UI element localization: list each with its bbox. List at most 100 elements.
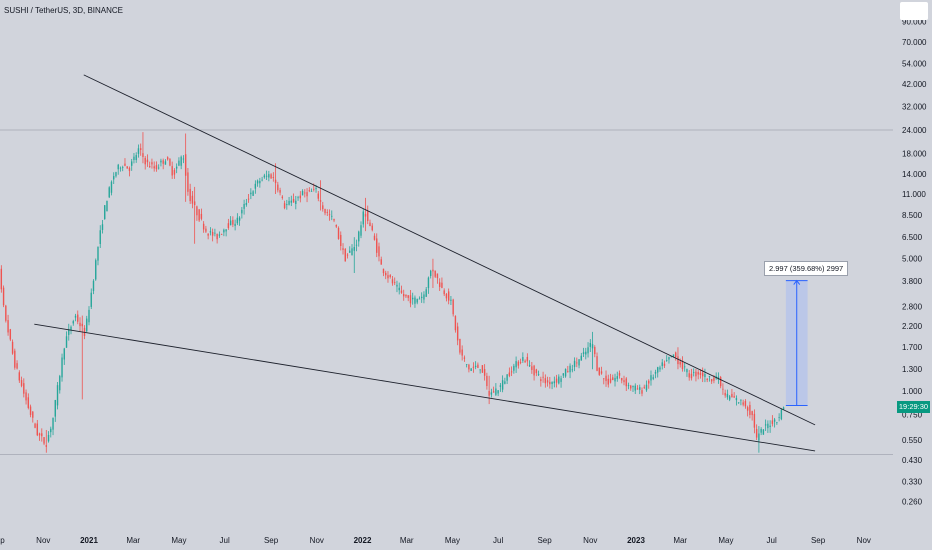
candle-body (360, 225, 362, 236)
candle-body (483, 369, 486, 376)
candle-down (367, 205, 369, 225)
candle-body (110, 181, 113, 193)
candle-body (607, 378, 609, 385)
candle-down (771, 415, 774, 427)
candle-body (5, 305, 7, 321)
candle-body (708, 376, 711, 377)
candle-body (562, 373, 565, 376)
candle-up (234, 219, 236, 231)
candle-body (639, 387, 641, 390)
candle-up (245, 198, 248, 207)
candle-up (56, 381, 59, 410)
price-tick-label: 1.000 (902, 387, 923, 396)
candle-up (704, 368, 706, 383)
candle-body (184, 154, 187, 176)
candle-down (45, 429, 47, 453)
candle-down (600, 366, 603, 375)
candle-body (169, 159, 171, 166)
candle-down (279, 187, 281, 196)
candle-down (643, 384, 645, 389)
candle-down (36, 419, 38, 437)
price-tick-label: 54.000 (902, 59, 927, 68)
candle-up (86, 315, 88, 333)
candle-down (688, 370, 690, 381)
candle-body (335, 224, 337, 227)
candle-body (394, 282, 396, 284)
candle-down (555, 374, 558, 388)
candle-body (600, 371, 603, 374)
candle-body (510, 371, 513, 373)
candle-down (38, 432, 41, 441)
candle-body (160, 160, 162, 163)
candle-body (191, 195, 194, 204)
candle-body (488, 391, 490, 396)
candle-up (113, 172, 115, 185)
candle-down (380, 256, 382, 265)
candle-up (90, 288, 92, 310)
candle-up (268, 170, 270, 182)
candle-up (59, 374, 61, 394)
candle-up (562, 373, 565, 379)
candle-up (209, 227, 212, 236)
trendline-upper (83, 74, 816, 426)
candle-body (427, 277, 430, 289)
candle-body (645, 384, 648, 391)
candle-body (23, 383, 25, 394)
candle-body (196, 206, 198, 216)
candle-body (616, 376, 618, 379)
candle-body (349, 250, 351, 253)
candle-body (25, 392, 27, 401)
candle-body (659, 367, 661, 370)
candle-up (560, 375, 562, 388)
candle-body (115, 172, 117, 177)
candle-up (427, 276, 430, 294)
candle-body (769, 425, 771, 428)
candle-down (447, 288, 450, 305)
candle-body (701, 372, 704, 377)
time-tick-label: Jul (767, 536, 777, 545)
candle-up (528, 360, 531, 367)
candle-body (474, 365, 477, 367)
candle-body (220, 234, 223, 235)
candle-up (297, 195, 299, 201)
candle-body (324, 209, 326, 214)
candle-down (79, 317, 81, 333)
price-tick-label: 0.550 (902, 436, 923, 445)
candle-body (175, 166, 178, 169)
candle-up (465, 364, 468, 368)
candle-body (506, 374, 508, 381)
candle-body (567, 371, 569, 372)
candle-body (396, 284, 398, 287)
candle-up (764, 419, 767, 431)
candle-body (74, 315, 77, 318)
candle-body (657, 367, 659, 373)
candle-down (389, 274, 391, 279)
candle-down (385, 270, 387, 280)
candle-down (468, 363, 470, 373)
time-tick-label: Nov (36, 536, 50, 545)
candle-down (540, 376, 542, 387)
candle-down (445, 293, 448, 302)
candle-up (497, 390, 499, 397)
candle-body (34, 423, 36, 428)
candle-down (169, 158, 171, 167)
candle-up (504, 377, 506, 385)
candle-body (270, 174, 272, 179)
candle-body (351, 248, 353, 256)
candle-down (461, 345, 463, 361)
candle-body (68, 329, 70, 335)
trendline-lower (34, 323, 816, 452)
candle-down (681, 356, 684, 372)
candle-down (618, 370, 621, 379)
candle-down (344, 247, 346, 262)
candle-body (252, 191, 254, 196)
candle-down (594, 345, 596, 358)
time-axis: Sep Nov 2021 Mar May Jul Sep Nov 2022 Mar May Jul Se… (0, 536, 871, 545)
candle-body (695, 371, 697, 377)
candle-body (166, 157, 169, 160)
candle-down (270, 173, 272, 179)
candle-body (88, 309, 90, 323)
candle-down (441, 277, 443, 289)
